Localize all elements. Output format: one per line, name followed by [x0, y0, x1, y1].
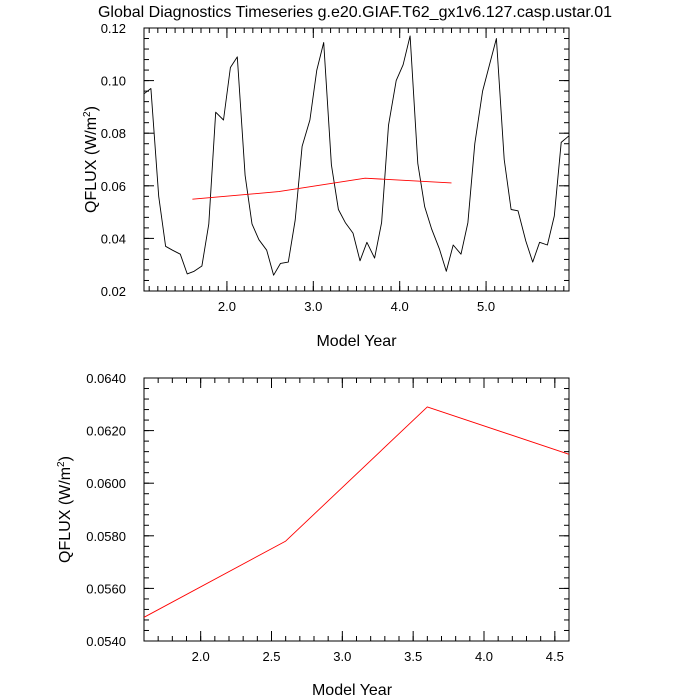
panel-top: Model Year QFLUX (W/m2) 2.0 3.0 4.0 5.0 0.02… — [82, 21, 570, 350]
x-tick-label: 2.0 — [218, 299, 236, 314]
y-tick-label: 0.0560 — [86, 581, 126, 596]
y-tick-label: 0.10 — [101, 74, 126, 89]
y-tick-label: 0.0540 — [86, 634, 126, 649]
y-tick-label: 0.0620 — [86, 424, 126, 439]
x-tick-label: 3.0 — [304, 299, 322, 314]
x-tick-label: 3.0 — [333, 649, 351, 664]
y-tick-label: 0.06 — [101, 179, 126, 194]
y-tick-label: 0.08 — [101, 126, 126, 141]
x-tick-label: 4.5 — [546, 649, 564, 664]
x-axis-label-bottom: Model Year — [312, 682, 393, 699]
x-tick-label: 4.0 — [391, 299, 409, 314]
plot-frame-top — [143, 27, 570, 292]
x-tick-label: 4.0 — [475, 649, 493, 664]
y-tick-label: 0.0580 — [86, 529, 126, 544]
y-tick-label: 0.12 — [101, 21, 126, 36]
y-tick-label: 0.02 — [101, 284, 126, 299]
y-axis-label-bottom: QFLUX (W/m2) — [56, 456, 74, 563]
x-tick-label: 5.0 — [477, 299, 495, 314]
series-line-0 — [143, 35, 570, 276]
y-tick-label: 0.04 — [101, 231, 126, 246]
x-tick-label: 2.5 — [262, 649, 280, 664]
y-axis-label-top: QFLUX (W/m2) — [82, 106, 100, 213]
series-line-1 — [192, 177, 452, 200]
x-tick-label: 3.5 — [404, 649, 422, 664]
chart-title: Global Diagnostics Timeseries g.e20.GIAF… — [98, 4, 612, 21]
plot-frame-bottom — [143, 377, 570, 642]
series-line-0 — [143, 406, 570, 618]
y-tick-label: 0.0600 — [86, 476, 126, 491]
y-tick-label: 0.0640 — [86, 371, 126, 386]
panel-bottom: Model Year QFLUX (W/m2) 2.0 2.5 3.0 3.5 4.0 4… — [56, 371, 570, 699]
x-tick-label: 2.0 — [192, 649, 210, 664]
x-axis-label-top: Model Year — [316, 333, 397, 350]
